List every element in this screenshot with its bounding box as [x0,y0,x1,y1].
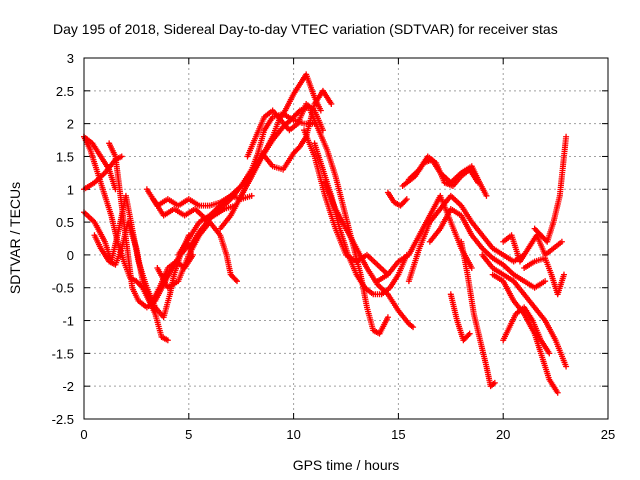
data-point [554,389,561,396]
series-arc-17 [311,140,410,298]
data-point [468,265,475,272]
y-tick-label: -2 [62,379,74,394]
data-point [563,363,570,370]
y-tick-label: 1.5 [56,149,74,164]
data-point [248,192,255,199]
series-arc-27 [479,251,570,370]
data-point [563,133,570,140]
data-point [465,331,472,338]
data-point [475,179,482,186]
y-tick-labels: -2.5 -2 -1.5 -1 -0.5 0 0.5 1 1.5 2 2.5 3 [52,51,74,427]
series-arc-13 [238,87,335,199]
data-points [81,71,570,396]
data-point [542,278,549,285]
data-point [558,238,565,245]
y-tick-label: -1.5 [52,346,74,361]
data-point [232,276,239,283]
series-arc-23 [405,192,528,285]
data-point [403,196,410,203]
axis-ticks [83,57,609,420]
series-arc-28 [489,271,561,396]
data-point [317,107,324,114]
y-tick-label: 0.5 [56,215,74,230]
data-point [410,324,417,331]
y-tick-label: 0 [67,248,74,263]
series-arc-31 [531,133,570,245]
series-arc-24 [426,205,549,291]
series-arc-2 [81,133,119,193]
series-arc-32 [521,255,567,298]
y-tick-label: 1 [67,182,74,197]
series-arc-25 [458,238,498,390]
y-tick-label: -0.5 [52,281,74,296]
data-point [491,379,498,386]
x-axis-label: GPS time / hours [293,457,400,473]
y-tick-label: -1 [62,314,74,329]
x-tick-labels: 0 5 10 15 20 25 [80,427,615,442]
chart-title: Day 195 of 2018, Sidereal Day-to-day VTE… [53,21,558,37]
y-tick-label: 2 [67,117,74,132]
x-tick-label: 15 [391,427,405,442]
series-arc-19 [384,189,410,209]
y-tick-label: 2.5 [56,84,74,99]
data-point [328,100,335,107]
series-arc-21 [405,153,482,189]
series-arc-12 [217,71,324,232]
grid-lines [84,58,608,419]
x-tick-label: 5 [185,427,192,442]
series-arc-29 [500,304,553,357]
x-tick-label: 20 [496,427,510,442]
data-point [234,278,241,285]
x-tick-label: 10 [286,427,300,442]
data-point [118,153,125,160]
series-arc-30 [500,232,565,265]
y-axis-label: SDTVAR / TECUs [7,182,23,294]
data-point [466,330,473,337]
data-point [483,192,490,199]
data-point [402,197,409,204]
plot-frame [83,57,609,420]
x-tick-label: 25 [601,427,615,442]
data-point [560,271,567,278]
y-tick-label: -2.5 [52,412,74,427]
series-arc-26 [447,291,473,344]
data-point [384,314,391,321]
x-tick-label: 0 [80,427,87,442]
y-tick-label: 3 [67,51,74,66]
series-arc-18 [322,179,417,331]
data-point [164,337,171,344]
data-point [546,350,553,357]
